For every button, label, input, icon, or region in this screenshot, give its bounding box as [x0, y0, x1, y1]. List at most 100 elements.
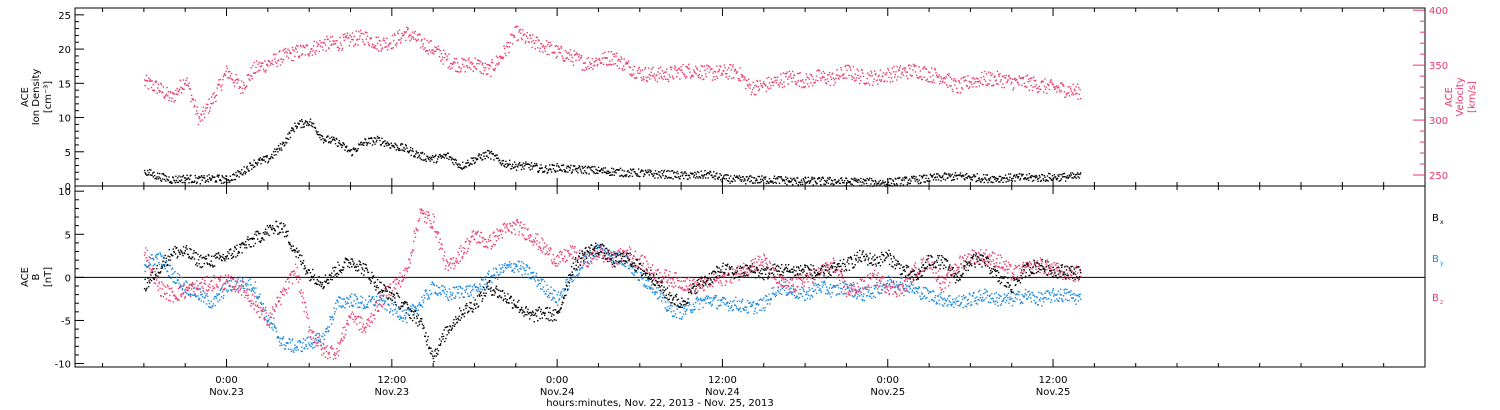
by-point: [302, 338, 305, 340]
by-point: [537, 283, 540, 286]
velocity-point: [144, 84, 146, 87]
bz-point: [192, 283, 195, 286]
density-point: [775, 182, 778, 184]
by-point: [478, 290, 480, 293]
by-point: [824, 283, 827, 285]
density-point: [658, 174, 660, 176]
density-point: [662, 174, 664, 177]
density-point: [636, 173, 639, 175]
by-point: [655, 290, 657, 293]
density-point: [386, 144, 388, 147]
density-point: [612, 168, 615, 170]
velocity-point: [1036, 91, 1039, 94]
by-point: [908, 285, 911, 287]
by-point: [856, 296, 859, 298]
velocity-point: [924, 68, 927, 70]
velocity-point: [1004, 77, 1007, 79]
density-point: [937, 173, 939, 175]
by-point: [375, 295, 378, 298]
by-point: [210, 300, 212, 303]
velocity-point: [961, 86, 963, 89]
by-point: [149, 264, 151, 266]
by-point: [178, 274, 181, 276]
velocity-point: [494, 67, 496, 70]
by-point: [305, 345, 308, 348]
velocity-point: [182, 88, 184, 90]
density-point: [460, 167, 463, 169]
velocity-point: [681, 69, 683, 71]
velocity-point: [1001, 75, 1004, 78]
density-point: [744, 183, 747, 185]
density-point: [1059, 179, 1062, 182]
velocity-point: [289, 51, 292, 54]
velocity-point: [197, 112, 199, 115]
by-point: [631, 272, 633, 274]
density-point: [659, 171, 661, 173]
by-point: [173, 272, 175, 274]
density-point: [728, 177, 731, 179]
density-point: [787, 180, 789, 182]
density-point: [401, 149, 403, 151]
density-point: [959, 172, 962, 174]
density-point: [756, 182, 759, 184]
by-point: [888, 283, 891, 285]
density-point: [875, 181, 877, 183]
velocity-point: [461, 57, 463, 60]
density-point: [706, 172, 709, 174]
by-point: [1047, 297, 1050, 300]
b-tick-label: 5: [65, 230, 71, 241]
by-point: [915, 287, 917, 289]
velocity-point: [478, 62, 480, 65]
by-point: [730, 306, 732, 309]
velocity-point: [774, 79, 776, 82]
density-point: [304, 122, 306, 124]
by-point: [1027, 291, 1029, 293]
by-point: [954, 298, 956, 300]
by-point: [553, 289, 555, 291]
by-point: [438, 292, 440, 295]
by-point: [472, 296, 475, 299]
by-point: [362, 307, 364, 310]
density-point: [570, 172, 573, 174]
velocity-point: [714, 78, 716, 81]
velocity-point: [695, 73, 697, 75]
by-point: [922, 297, 924, 299]
by-point: [476, 290, 479, 293]
velocity-point: [604, 51, 606, 53]
by-point: [1062, 295, 1065, 297]
velocity-point: [770, 78, 773, 80]
density-velocity-panel-frame: [74, 7, 1426, 187]
by-point: [269, 326, 271, 328]
velocity-point: [518, 29, 521, 32]
bz-point: [154, 282, 157, 285]
by-point: [713, 296, 715, 299]
by-point: [434, 291, 437, 293]
density-point: [785, 176, 787, 178]
velocity-point: [1049, 80, 1052, 82]
density-point: [627, 176, 630, 178]
density-point: [297, 122, 299, 124]
density-point: [274, 150, 277, 153]
velocity-point: [435, 46, 438, 49]
velocity-point: [972, 77, 975, 79]
by-point: [406, 308, 409, 310]
velocity-point: [914, 64, 916, 67]
velocity-point: [851, 78, 853, 81]
velocity-point: [217, 83, 220, 85]
density-point: [453, 163, 455, 166]
density-point: [602, 167, 605, 169]
velocity-point: [309, 52, 311, 54]
density-point: [809, 181, 811, 183]
density-point: [451, 157, 453, 159]
velocity-point: [557, 48, 560, 50]
by-point: [901, 276, 903, 279]
velocity-point: [641, 79, 643, 81]
velocity-point: [182, 79, 185, 81]
by-point: [557, 291, 560, 293]
by-point: [834, 285, 837, 288]
b-tick-label: 0: [65, 273, 71, 284]
density-point: [883, 182, 885, 184]
by-point: [881, 285, 883, 287]
velocity-point: [850, 75, 853, 77]
bz-point: [184, 296, 187, 298]
